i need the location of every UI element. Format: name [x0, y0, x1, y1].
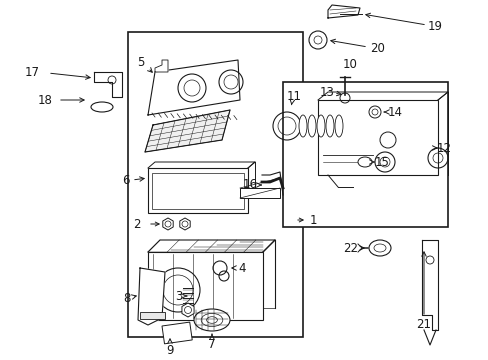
Ellipse shape — [307, 115, 315, 137]
Text: 8: 8 — [123, 292, 131, 305]
Ellipse shape — [368, 240, 390, 256]
Text: 13: 13 — [319, 85, 334, 99]
Polygon shape — [145, 110, 229, 152]
Polygon shape — [94, 72, 122, 97]
Polygon shape — [327, 5, 359, 18]
Bar — [128, 32, 303, 337]
Text: 1: 1 — [309, 213, 317, 226]
Bar — [152, 173, 244, 209]
Bar — [140, 312, 164, 319]
Polygon shape — [421, 240, 437, 330]
Text: 14: 14 — [387, 105, 402, 118]
Text: 20: 20 — [369, 41, 384, 54]
Bar — [162, 322, 192, 344]
Text: 7: 7 — [208, 338, 215, 351]
Text: 15: 15 — [374, 156, 389, 168]
Polygon shape — [180, 218, 190, 230]
Ellipse shape — [91, 102, 113, 112]
Bar — [240, 188, 280, 198]
Text: 18: 18 — [38, 94, 53, 107]
Text: 22: 22 — [342, 242, 357, 255]
Bar — [148, 168, 247, 213]
Text: 19: 19 — [427, 19, 442, 32]
Text: 11: 11 — [286, 90, 302, 104]
Text: 10: 10 — [342, 58, 357, 72]
Ellipse shape — [334, 115, 342, 137]
Text: 17: 17 — [25, 66, 40, 78]
Text: 6: 6 — [122, 174, 130, 186]
Text: 3: 3 — [175, 289, 183, 302]
Text: 2: 2 — [133, 217, 141, 230]
Polygon shape — [138, 268, 164, 325]
Text: 9: 9 — [166, 344, 173, 357]
Ellipse shape — [357, 157, 371, 167]
Ellipse shape — [194, 309, 229, 331]
Ellipse shape — [316, 115, 325, 137]
Bar — [317, 100, 437, 175]
Ellipse shape — [298, 115, 306, 137]
Polygon shape — [155, 60, 168, 72]
Text: 21: 21 — [416, 318, 430, 331]
Text: 16: 16 — [243, 179, 258, 192]
Polygon shape — [182, 303, 194, 317]
Text: 4: 4 — [238, 261, 245, 274]
Bar — [148, 252, 263, 320]
Text: 5: 5 — [137, 55, 144, 68]
Bar — [283, 82, 447, 227]
Ellipse shape — [325, 115, 333, 137]
Polygon shape — [148, 60, 240, 115]
Polygon shape — [163, 218, 173, 230]
Text: 12: 12 — [436, 141, 451, 154]
